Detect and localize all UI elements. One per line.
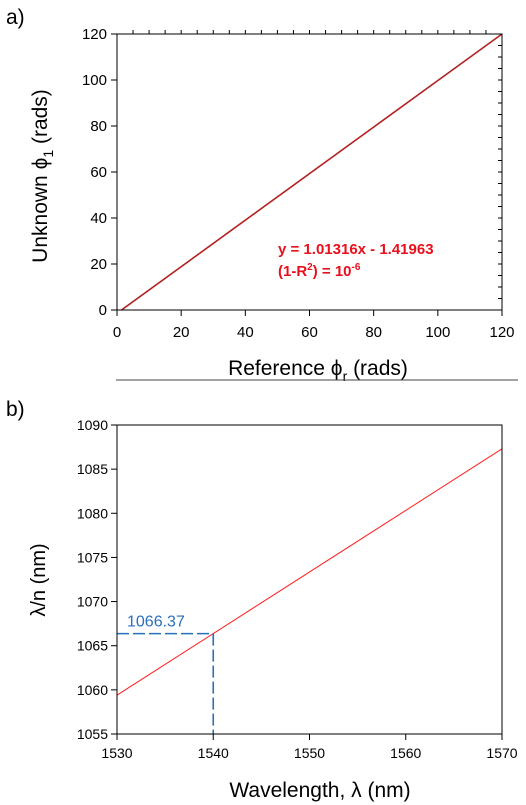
panel-b-series-line: [116, 448, 503, 696]
panel-a-annotation-line1: y = 1.01316x - 1.41963: [278, 241, 434, 258]
panel-b-y-tick-label: 1055: [77, 726, 108, 742]
panel-b-y-axis-label: λ/n (nm): [28, 543, 50, 616]
panel-a-y-tick-label: 80: [90, 118, 107, 135]
panel-a-x-tick-label: 100: [425, 324, 450, 341]
panel-a-x-tick-label: 20: [173, 324, 190, 341]
panel-a-x-tick-label: 40: [237, 324, 254, 341]
panel-b-y-tick-label: 1085: [77, 461, 108, 477]
panel-b-y-tick-label: 1075: [77, 549, 108, 565]
panel-b-x-tick-label: 1560: [390, 745, 421, 761]
panel-b-y-tick-label: 1070: [77, 594, 108, 610]
panel-b-y-tick-label: 1060: [77, 682, 108, 698]
panel-b-x-tick-label: 1550: [294, 745, 325, 761]
panel-b-x-axis-label: Wavelength, λ (nm): [229, 779, 410, 802]
panel-a-y-tick-label: 120: [82, 26, 107, 43]
panel-a-y-axis-label: Unknown ϕ1 (rads): [29, 89, 56, 263]
panel-a-x-tick-label: 0: [113, 324, 121, 341]
panel-a-x-tick-label: 120: [489, 324, 514, 341]
panel-b-y-tick-label: 1065: [77, 638, 108, 654]
panel-a-y-tick-label: 20: [90, 256, 107, 273]
panel-a-x-tick-label: 60: [301, 324, 318, 341]
panel-a-y-tick-label: 0: [99, 302, 107, 319]
panel-b-marker-label: 1066.37: [127, 614, 185, 631]
panel-b-y-tick-label: 1080: [77, 505, 108, 521]
panel-b-y-tick-label: 1090: [77, 417, 108, 433]
panel-b-x-tick-label: 1570: [486, 745, 517, 761]
panel-a: a) 0 20 40 60 80 100 120 0 20 40 60 80 100 120 y = 1.…: [6, 6, 515, 384]
panel-a-y-tick-label: 40: [90, 210, 107, 227]
panel-a-y-tick-label: 60: [90, 164, 107, 181]
panel-a-x-tick-label: 80: [365, 324, 382, 341]
panel-b: b) 1066.37 1530 1540 1550 1560 1570 1055 1060 1…: [6, 398, 518, 802]
panel-b-x-tick-label: 1540: [198, 745, 229, 761]
panel-a-label: a): [6, 6, 25, 29]
panel-b-x-tick-label: 1530: [101, 745, 132, 761]
panel-b-label: b): [6, 398, 25, 421]
panel-b-plot-frame: [116, 424, 503, 735]
panel-a-x-axis-label: Reference ϕr (rads): [228, 357, 408, 384]
panel-a-y-tick-label: 100: [82, 72, 107, 89]
panel-a-series-line: [121, 33, 503, 311]
panel-a-annotation-line2: (1-R2) = 10-6: [278, 262, 361, 280]
